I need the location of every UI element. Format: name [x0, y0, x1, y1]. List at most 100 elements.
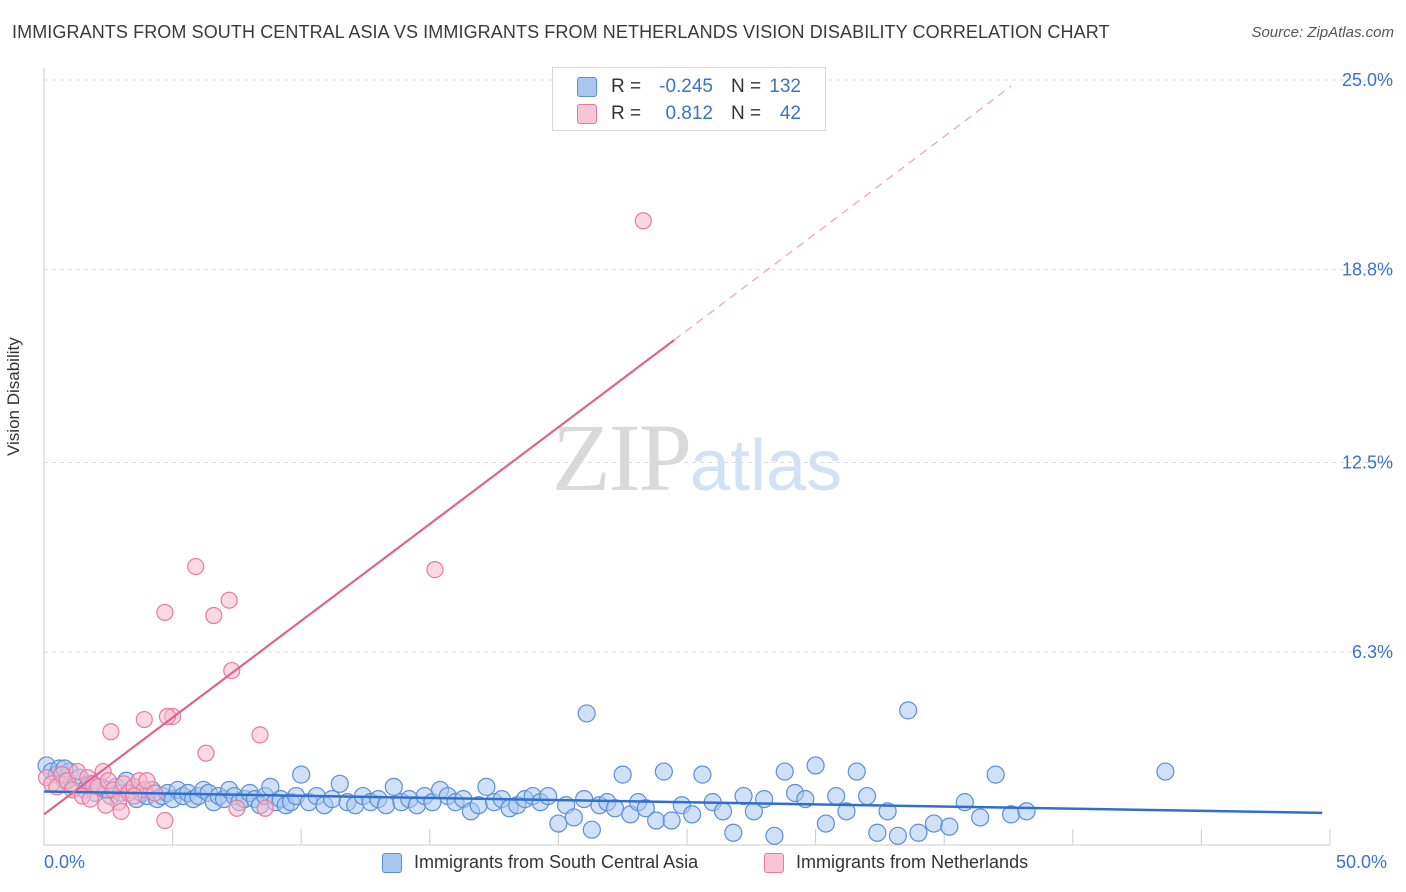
series-south-central-asia: [37, 701, 1175, 845]
data-point: [125, 787, 143, 805]
data-point: [220, 591, 238, 609]
data-point: [634, 212, 652, 230]
data-point: [97, 796, 115, 814]
legend-swatch-blue: [577, 77, 597, 97]
y-tick-label: 18.8%: [1342, 260, 1393, 280]
data-point: [971, 808, 990, 827]
legend-swatch-pink: [577, 104, 597, 124]
bottom-legend-blue-label: Immigrants from South Central Asia: [414, 852, 699, 872]
data-point: [575, 789, 594, 809]
watermark: ZIPatlas: [552, 402, 842, 513]
bottom-swatch-blue: [382, 852, 402, 873]
data-point: [330, 774, 349, 793]
data-point: [775, 762, 794, 781]
trend-line-blue: [43, 790, 1323, 815]
bottom-swatch-pink: [764, 852, 784, 873]
data-point: [138, 772, 156, 790]
bottom-legend-blue: Immigrants from South Central Asia: [382, 852, 698, 873]
data-point: [878, 802, 897, 821]
trend-lines: [43, 85, 1323, 816]
trend-line-pink-extrapolated: [673, 85, 1012, 341]
data-point: [662, 811, 681, 830]
legend-blue-n-value: 132: [769, 76, 801, 97]
data-point: [636, 799, 655, 818]
data-point: [112, 802, 130, 820]
data-point: [683, 805, 702, 824]
data-point: [539, 786, 558, 806]
data-point: [256, 799, 274, 817]
y-axis-title: Vision Disability: [4, 337, 23, 456]
correlation-legend: R = -0.245 N = 132 R = 0.812 N = 42: [552, 67, 826, 131]
y-tick-label: 12.5%: [1342, 453, 1393, 473]
data-point: [376, 796, 396, 815]
series-netherlands: [37, 212, 652, 830]
bottom-legend-pink-label: Immigrants from Netherlands: [796, 852, 1029, 872]
data-point: [924, 814, 944, 833]
data-point: [765, 826, 784, 845]
data-point: [806, 756, 825, 775]
data-point: [135, 710, 153, 729]
data-point: [713, 802, 733, 821]
legend-pink-r-value: 0.812: [665, 103, 713, 124]
chart-title: IMMIGRANTS FROM SOUTH CENTRAL ASIA VS IM…: [12, 22, 1110, 42]
legend-pink-n-label: N =: [731, 103, 762, 124]
data-point: [647, 811, 666, 830]
data-point: [724, 823, 743, 842]
data-point: [156, 603, 174, 622]
trend-line-pink: [43, 339, 675, 816]
watermark-atlas: atlas: [690, 426, 843, 506]
data-point: [1017, 802, 1036, 821]
data-point: [888, 826, 908, 845]
data-point: [693, 765, 712, 784]
data-point: [477, 777, 496, 796]
data-point: [322, 789, 342, 809]
data-point: [1156, 762, 1175, 781]
data-point: [816, 814, 835, 833]
y-tick-label: 6.3%: [1352, 642, 1393, 662]
data-point: [868, 823, 887, 842]
legend-row-pink: [577, 102, 597, 126]
data-point: [755, 789, 774, 809]
legend-blue-n-label: N =: [731, 76, 762, 97]
legend-blue-r-label: R =: [611, 76, 642, 97]
data-point: [426, 560, 444, 579]
grid-lines: [44, 79, 1392, 653]
data-point: [654, 762, 673, 781]
legend-blue-r-value: -0.245: [659, 76, 713, 97]
legend-pink-n-value: 42: [779, 103, 801, 124]
data-point: [292, 765, 311, 784]
data-point: [899, 701, 918, 720]
source-credit: Source: ZipAtlas.com: [1251, 24, 1394, 41]
data-point: [857, 786, 877, 806]
data-point: [549, 814, 568, 833]
watermark-zip: ZIP: [552, 404, 692, 511]
data-point: [734, 786, 753, 806]
data-point: [197, 744, 215, 762]
data-point: [384, 777, 403, 796]
legend-row-blue: [577, 75, 597, 99]
data-point: [187, 557, 205, 576]
bottom-legend-pink: Immigrants from Netherlands: [764, 852, 1028, 873]
data-point: [564, 808, 583, 827]
data-point: [577, 704, 596, 723]
legend-pink-r-label: R =: [611, 103, 642, 124]
data-point: [909, 823, 928, 842]
data-point: [827, 786, 846, 806]
data-point: [582, 820, 601, 839]
data-point: [837, 802, 856, 821]
data-point: [228, 799, 246, 817]
x-tick-min: 0.0%: [44, 852, 86, 872]
axes: [43, 68, 1331, 846]
data-point: [205, 606, 223, 625]
data-point: [251, 726, 269, 744]
data-point: [847, 762, 866, 781]
y-tick-labels: 6.3% 12.5% 18.8% 25.0%: [1342, 70, 1393, 662]
data-point: [223, 661, 241, 680]
data-point: [613, 765, 632, 784]
data-point: [156, 811, 174, 830]
x-tick-max: 50.0%: [1336, 852, 1388, 872]
data-point: [986, 765, 1005, 784]
data-point: [102, 723, 120, 741]
y-tick-label: 25.0%: [1342, 70, 1393, 90]
